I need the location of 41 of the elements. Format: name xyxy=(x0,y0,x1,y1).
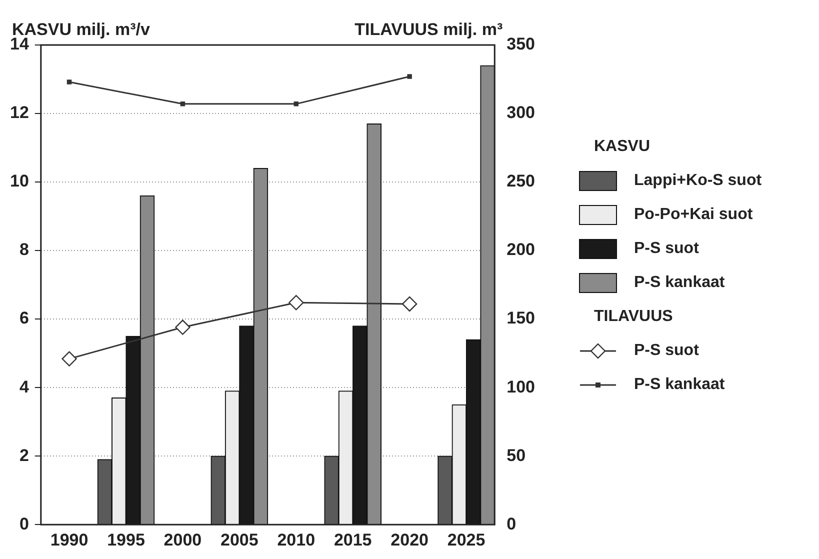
point xyxy=(62,351,77,366)
y2-tick-label: 0 xyxy=(506,514,516,534)
x-tick-label: 2010 xyxy=(277,530,316,550)
y-tick-label: 4 xyxy=(19,377,30,396)
point xyxy=(180,102,186,106)
point xyxy=(294,102,298,106)
x-tick-label: 2015 xyxy=(334,530,372,550)
point xyxy=(175,320,190,335)
x-tick-label: 2005 xyxy=(220,530,258,550)
y2-tick-label: 250 xyxy=(506,172,536,191)
legend-label: Po-Po+Kai suot xyxy=(634,206,753,224)
y-tick-label: 0 xyxy=(19,514,29,534)
y2-tick-label: 150 xyxy=(506,308,536,328)
y2-tick-label: 350 xyxy=(506,34,536,54)
legend-label: Lappi+Ko-S suot xyxy=(634,172,762,190)
x-tick-label: 2020 xyxy=(390,530,428,550)
text: TILAVUUS xyxy=(593,307,674,327)
point xyxy=(66,80,72,84)
legend-label: P-S kankaat xyxy=(634,376,725,394)
y2-tick-label: 300 xyxy=(506,103,536,122)
y2-tick-label: 100 xyxy=(506,377,536,396)
legend-title: KASVU xyxy=(593,137,652,157)
y-tick-label: 2 xyxy=(19,446,29,465)
x-tick-label: 2000 xyxy=(164,530,202,550)
legend-label: P-S kankaat xyxy=(634,274,725,292)
x-tick-label: 2025 xyxy=(447,530,486,550)
x-tick-label: 1990 xyxy=(50,530,88,550)
x-tick-label: 1995 xyxy=(107,530,145,550)
y2-axis-title: TILAVUUS milj. m³ xyxy=(354,20,503,40)
y-tick-label: 6 xyxy=(19,308,29,328)
y-tick-label: 8 xyxy=(19,240,29,260)
y-tick-label: 14 xyxy=(10,34,30,54)
point xyxy=(407,74,412,79)
y-tick-label: 12 xyxy=(10,103,29,122)
y2-tick-label: 200 xyxy=(506,240,536,260)
point xyxy=(288,295,304,310)
legend-label: P-S suot xyxy=(634,342,699,360)
point xyxy=(402,296,418,312)
legend-label: P-S suot xyxy=(634,240,699,258)
y2-tick-label: 50 xyxy=(506,446,526,465)
y-tick-label: 10 xyxy=(10,172,29,191)
